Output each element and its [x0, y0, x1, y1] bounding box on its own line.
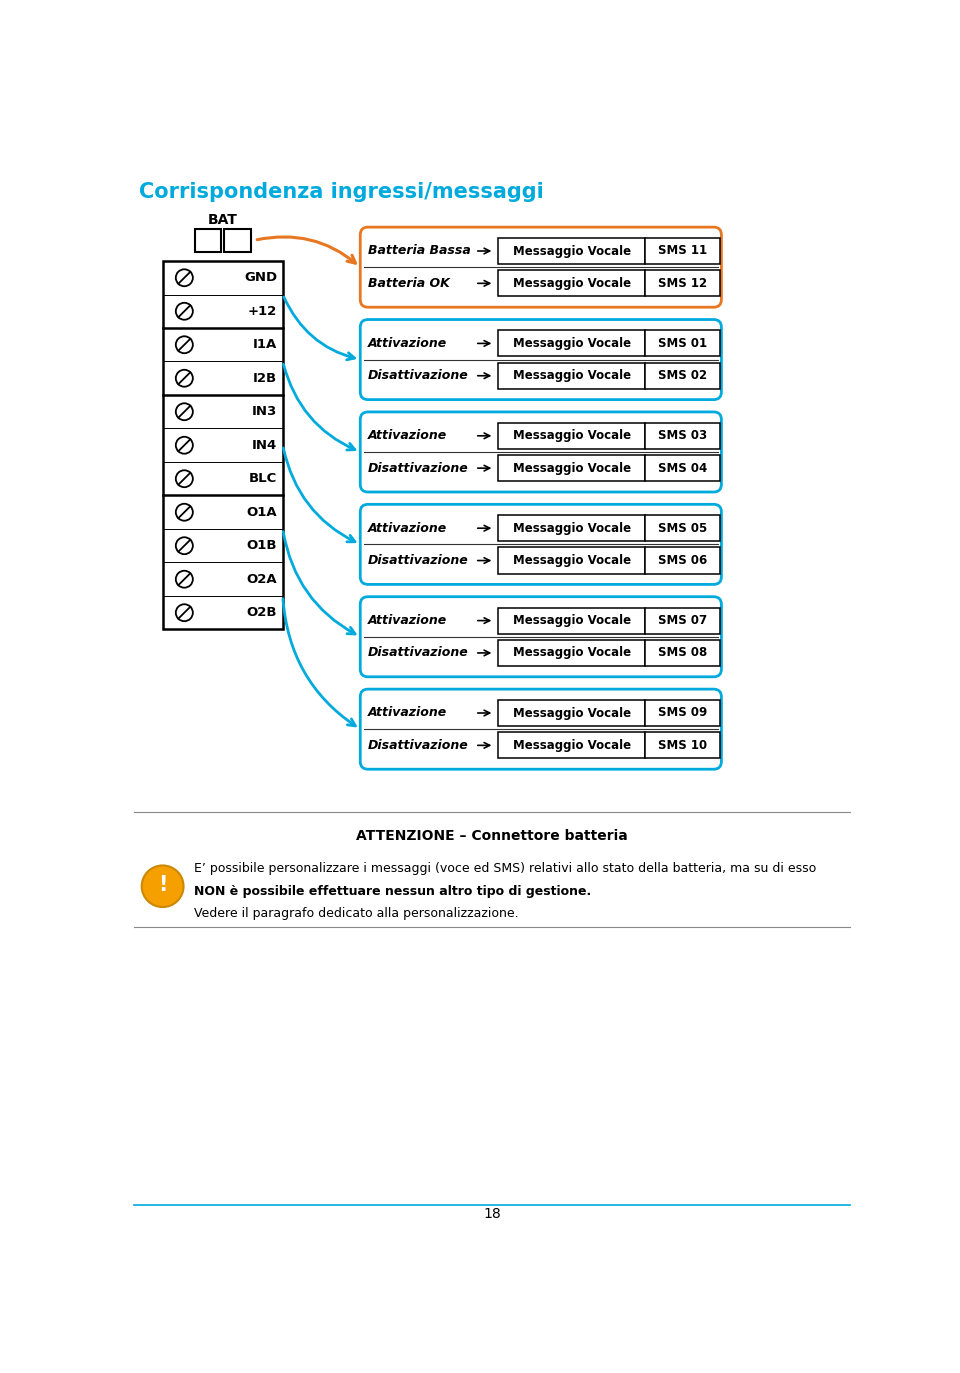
Text: Messaggio Vocale: Messaggio Vocale: [513, 739, 631, 752]
Text: Vedere il paragrafo dedicato alla personalizzazione.: Vedere il paragrafo dedicato alla person…: [194, 906, 518, 920]
Text: Messaggio Vocale: Messaggio Vocale: [513, 647, 631, 659]
FancyBboxPatch shape: [498, 331, 645, 357]
Text: 18: 18: [483, 1207, 501, 1221]
Text: Messaggio Vocale: Messaggio Vocale: [513, 277, 631, 290]
FancyBboxPatch shape: [498, 548, 645, 574]
FancyBboxPatch shape: [360, 320, 721, 400]
Text: SMS 12: SMS 12: [659, 277, 708, 290]
Text: Messaggio Vocale: Messaggio Vocale: [513, 244, 631, 258]
Text: Messaggio Vocale: Messaggio Vocale: [513, 522, 631, 534]
Text: SMS 08: SMS 08: [658, 647, 708, 659]
FancyBboxPatch shape: [195, 229, 221, 251]
FancyBboxPatch shape: [645, 640, 720, 666]
Text: !: !: [158, 876, 167, 895]
FancyBboxPatch shape: [162, 261, 283, 629]
FancyArrowPatch shape: [283, 531, 355, 634]
FancyBboxPatch shape: [645, 423, 720, 449]
Text: Messaggio Vocale: Messaggio Vocale: [513, 707, 631, 719]
Text: Disattivazione: Disattivazione: [368, 647, 468, 659]
FancyArrowPatch shape: [283, 599, 355, 726]
FancyBboxPatch shape: [645, 331, 720, 357]
FancyBboxPatch shape: [360, 227, 721, 308]
FancyArrowPatch shape: [257, 238, 355, 264]
FancyBboxPatch shape: [498, 270, 645, 297]
Text: Messaggio Vocale: Messaggio Vocale: [513, 430, 631, 442]
FancyBboxPatch shape: [645, 607, 720, 634]
Text: SMS 07: SMS 07: [659, 614, 708, 627]
Text: BAT: BAT: [207, 213, 238, 228]
FancyBboxPatch shape: [360, 504, 721, 585]
Text: Attivazione: Attivazione: [368, 336, 447, 350]
FancyBboxPatch shape: [645, 270, 720, 297]
Text: O2B: O2B: [247, 607, 277, 619]
Text: NON è possibile effettuare nessun altro tipo di gestione.: NON è possibile effettuare nessun altro …: [194, 886, 590, 898]
FancyBboxPatch shape: [645, 454, 720, 481]
Text: Messaggio Vocale: Messaggio Vocale: [513, 614, 631, 627]
FancyBboxPatch shape: [645, 548, 720, 574]
Text: Attivazione: Attivazione: [368, 707, 447, 719]
Text: Messaggio Vocale: Messaggio Vocale: [513, 336, 631, 350]
Text: Attivazione: Attivazione: [368, 430, 447, 442]
Text: Messaggio Vocale: Messaggio Vocale: [513, 555, 631, 567]
Text: O2A: O2A: [247, 573, 277, 586]
FancyBboxPatch shape: [498, 515, 645, 541]
Text: SMS 06: SMS 06: [658, 555, 708, 567]
Text: SMS 09: SMS 09: [658, 707, 708, 719]
FancyBboxPatch shape: [645, 700, 720, 726]
FancyArrowPatch shape: [284, 297, 354, 360]
FancyBboxPatch shape: [360, 597, 721, 677]
Text: I2B: I2B: [253, 372, 277, 384]
Text: SMS 11: SMS 11: [659, 244, 708, 258]
FancyBboxPatch shape: [360, 689, 721, 769]
Text: GND: GND: [244, 272, 277, 284]
Text: SMS 10: SMS 10: [659, 739, 708, 752]
Text: O1B: O1B: [247, 540, 277, 552]
Text: SMS 01: SMS 01: [659, 336, 708, 350]
FancyBboxPatch shape: [645, 515, 720, 541]
Text: O1A: O1A: [247, 505, 277, 519]
Text: Attivazione: Attivazione: [368, 614, 447, 627]
Text: Messaggio Vocale: Messaggio Vocale: [513, 369, 631, 382]
FancyBboxPatch shape: [225, 229, 251, 251]
Text: Attivazione: Attivazione: [368, 522, 447, 534]
Text: Disattivazione: Disattivazione: [368, 461, 468, 475]
FancyBboxPatch shape: [645, 732, 720, 758]
Text: SMS 04: SMS 04: [658, 461, 708, 475]
Text: Messaggio Vocale: Messaggio Vocale: [513, 461, 631, 475]
FancyBboxPatch shape: [360, 412, 721, 492]
FancyArrowPatch shape: [283, 364, 355, 450]
Text: IN3: IN3: [252, 405, 277, 419]
Text: +12: +12: [248, 305, 277, 317]
Text: Disattivazione: Disattivazione: [368, 739, 468, 752]
FancyBboxPatch shape: [498, 700, 645, 726]
FancyBboxPatch shape: [645, 238, 720, 264]
Text: Corrispondenza ingressi/messaggi: Corrispondenza ingressi/messaggi: [139, 183, 544, 202]
Text: Disattivazione: Disattivazione: [368, 369, 468, 382]
FancyBboxPatch shape: [498, 362, 645, 389]
FancyBboxPatch shape: [645, 362, 720, 389]
Text: E’ possibile personalizzare i messaggi (voce ed SMS) relativi allo stato della b: E’ possibile personalizzare i messaggi (…: [194, 862, 816, 875]
Text: I1A: I1A: [253, 338, 277, 351]
FancyBboxPatch shape: [498, 238, 645, 264]
FancyBboxPatch shape: [498, 454, 645, 481]
Text: Batteria Bassa: Batteria Bassa: [368, 244, 470, 258]
Text: SMS 05: SMS 05: [658, 522, 708, 534]
Text: BLC: BLC: [249, 472, 277, 485]
FancyBboxPatch shape: [498, 640, 645, 666]
Text: SMS 02: SMS 02: [659, 369, 708, 382]
Text: SMS 03: SMS 03: [659, 430, 708, 442]
FancyBboxPatch shape: [498, 423, 645, 449]
Text: Disattivazione: Disattivazione: [368, 555, 468, 567]
Text: IN4: IN4: [252, 439, 277, 452]
FancyBboxPatch shape: [498, 607, 645, 634]
Text: ATTENZIONE – Connettore batteria: ATTENZIONE – Connettore batteria: [356, 829, 628, 843]
FancyBboxPatch shape: [498, 732, 645, 758]
Text: Batteria OK: Batteria OK: [368, 277, 449, 290]
Circle shape: [142, 865, 183, 908]
FancyArrowPatch shape: [283, 448, 355, 542]
